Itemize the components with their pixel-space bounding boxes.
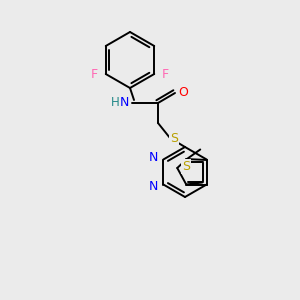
Text: S: S	[182, 160, 190, 173]
Text: H: H	[111, 97, 119, 110]
Text: N: N	[149, 180, 158, 193]
Text: F: F	[162, 68, 169, 80]
Text: S: S	[170, 133, 178, 146]
Text: N: N	[149, 151, 158, 164]
Text: F: F	[91, 68, 98, 80]
Text: N: N	[119, 97, 129, 110]
Text: O: O	[178, 86, 188, 100]
